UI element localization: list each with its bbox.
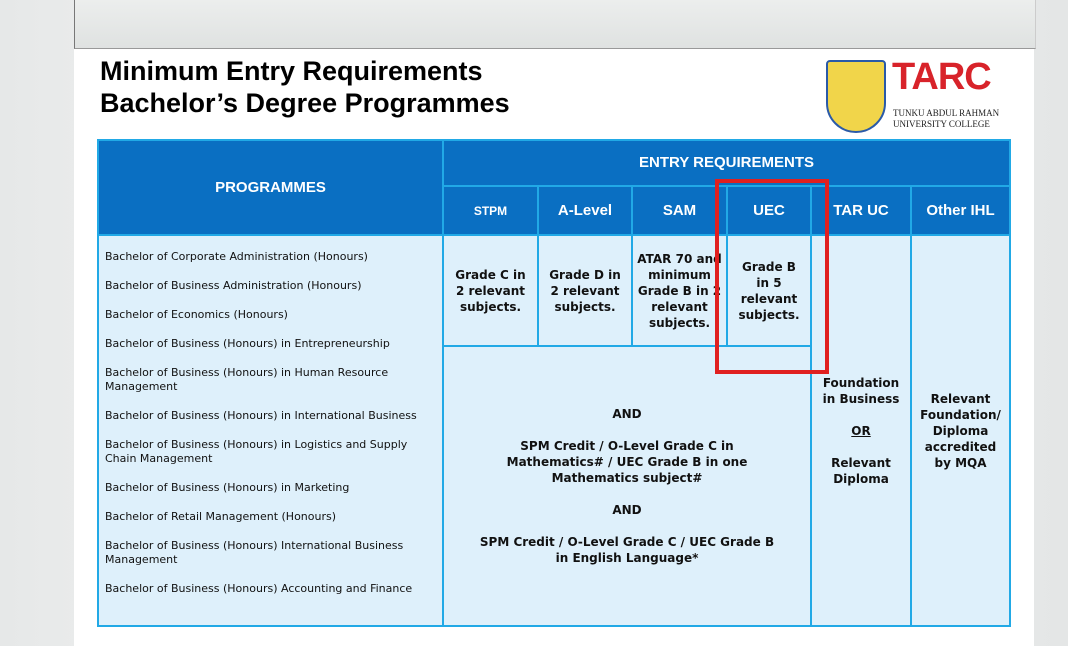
crest-icon xyxy=(826,60,886,133)
col-alevel: A-Level xyxy=(537,185,633,236)
col-sam: SAM xyxy=(631,185,728,236)
programme-item: Bachelor of Business (Honours) in Entrep… xyxy=(105,337,390,350)
uec-highlight-box xyxy=(715,179,829,374)
programme-item: Bachelor of Business (Honours) Accountin… xyxy=(105,582,413,595)
programme-item: Bachelor of Business (Honours) in Logist… xyxy=(105,438,408,465)
other-ihl-cell: Relevant Foundation/ Diploma accredited … xyxy=(910,234,1011,627)
taruc-foundation: Foundation in Business xyxy=(822,375,900,406)
programme-item: Bachelor of Business Administration (Hon… xyxy=(105,279,362,292)
programme-list: Bachelor of Corporate Administration (Ho… xyxy=(105,250,435,611)
stpm-cell: Grade C in 2 relevant subjects. xyxy=(442,234,539,347)
math-requirement: SPM Credit / O-Level Grade C in Mathemat… xyxy=(506,439,748,485)
logo-line-1: TUNKU ABDUL RAHMAN xyxy=(893,108,1000,118)
col-other-ihl: Other IHL xyxy=(910,185,1011,236)
or-label: OR xyxy=(851,423,871,438)
programme-item: Bachelor of Corporate Administration (Ho… xyxy=(105,250,368,263)
title-line-1: Minimum Entry Requirements xyxy=(100,56,483,86)
tarc-logo: TARC TUNKU ABDUL RAHMAN UNIVERSITY COLLE… xyxy=(826,56,1011,135)
and-label: AND xyxy=(612,503,642,517)
page-title: Minimum Entry Requirements Bachelor’s De… xyxy=(100,55,510,119)
logo-wordmark: TARC xyxy=(892,56,992,98)
sam-cell: ATAR 70 and minimum Grade B in 2 relevan… xyxy=(631,234,728,347)
logo-line-2: UNIVERSITY COLLEGE xyxy=(893,119,990,129)
programme-item: Bachelor of Business (Honours) in Intern… xyxy=(105,409,417,422)
and-label: AND xyxy=(612,407,642,421)
top-banner xyxy=(74,0,1036,49)
col-stpm: STPM xyxy=(442,185,539,236)
common-requirements-cell: AND SPM Credit / O-Level Grade C in Math… xyxy=(442,345,812,627)
programme-item: Bachelor of Business (Honours) in Human … xyxy=(105,366,389,393)
programme-item: Bachelor of Business (Honours) Internati… xyxy=(105,539,404,566)
programme-item: Bachelor of Business (Honours) in Market… xyxy=(105,481,350,494)
programme-item: Bachelor of Economics (Honours) xyxy=(105,308,288,321)
english-requirement: SPM Credit / O-Level Grade C / UEC Grade… xyxy=(479,535,775,565)
taruc-diploma: Relevant Diploma xyxy=(831,455,891,486)
programmes-header: PROGRAMMES xyxy=(97,139,444,236)
alevel-cell: Grade D in 2 relevant subjects. xyxy=(537,234,633,347)
programme-item: Bachelor of Retail Management (Honours) xyxy=(105,510,337,523)
entry-requirements-header: ENTRY REQUIREMENTS xyxy=(442,139,1011,187)
title-line-2: Bachelor’s Degree Programmes xyxy=(100,88,510,118)
